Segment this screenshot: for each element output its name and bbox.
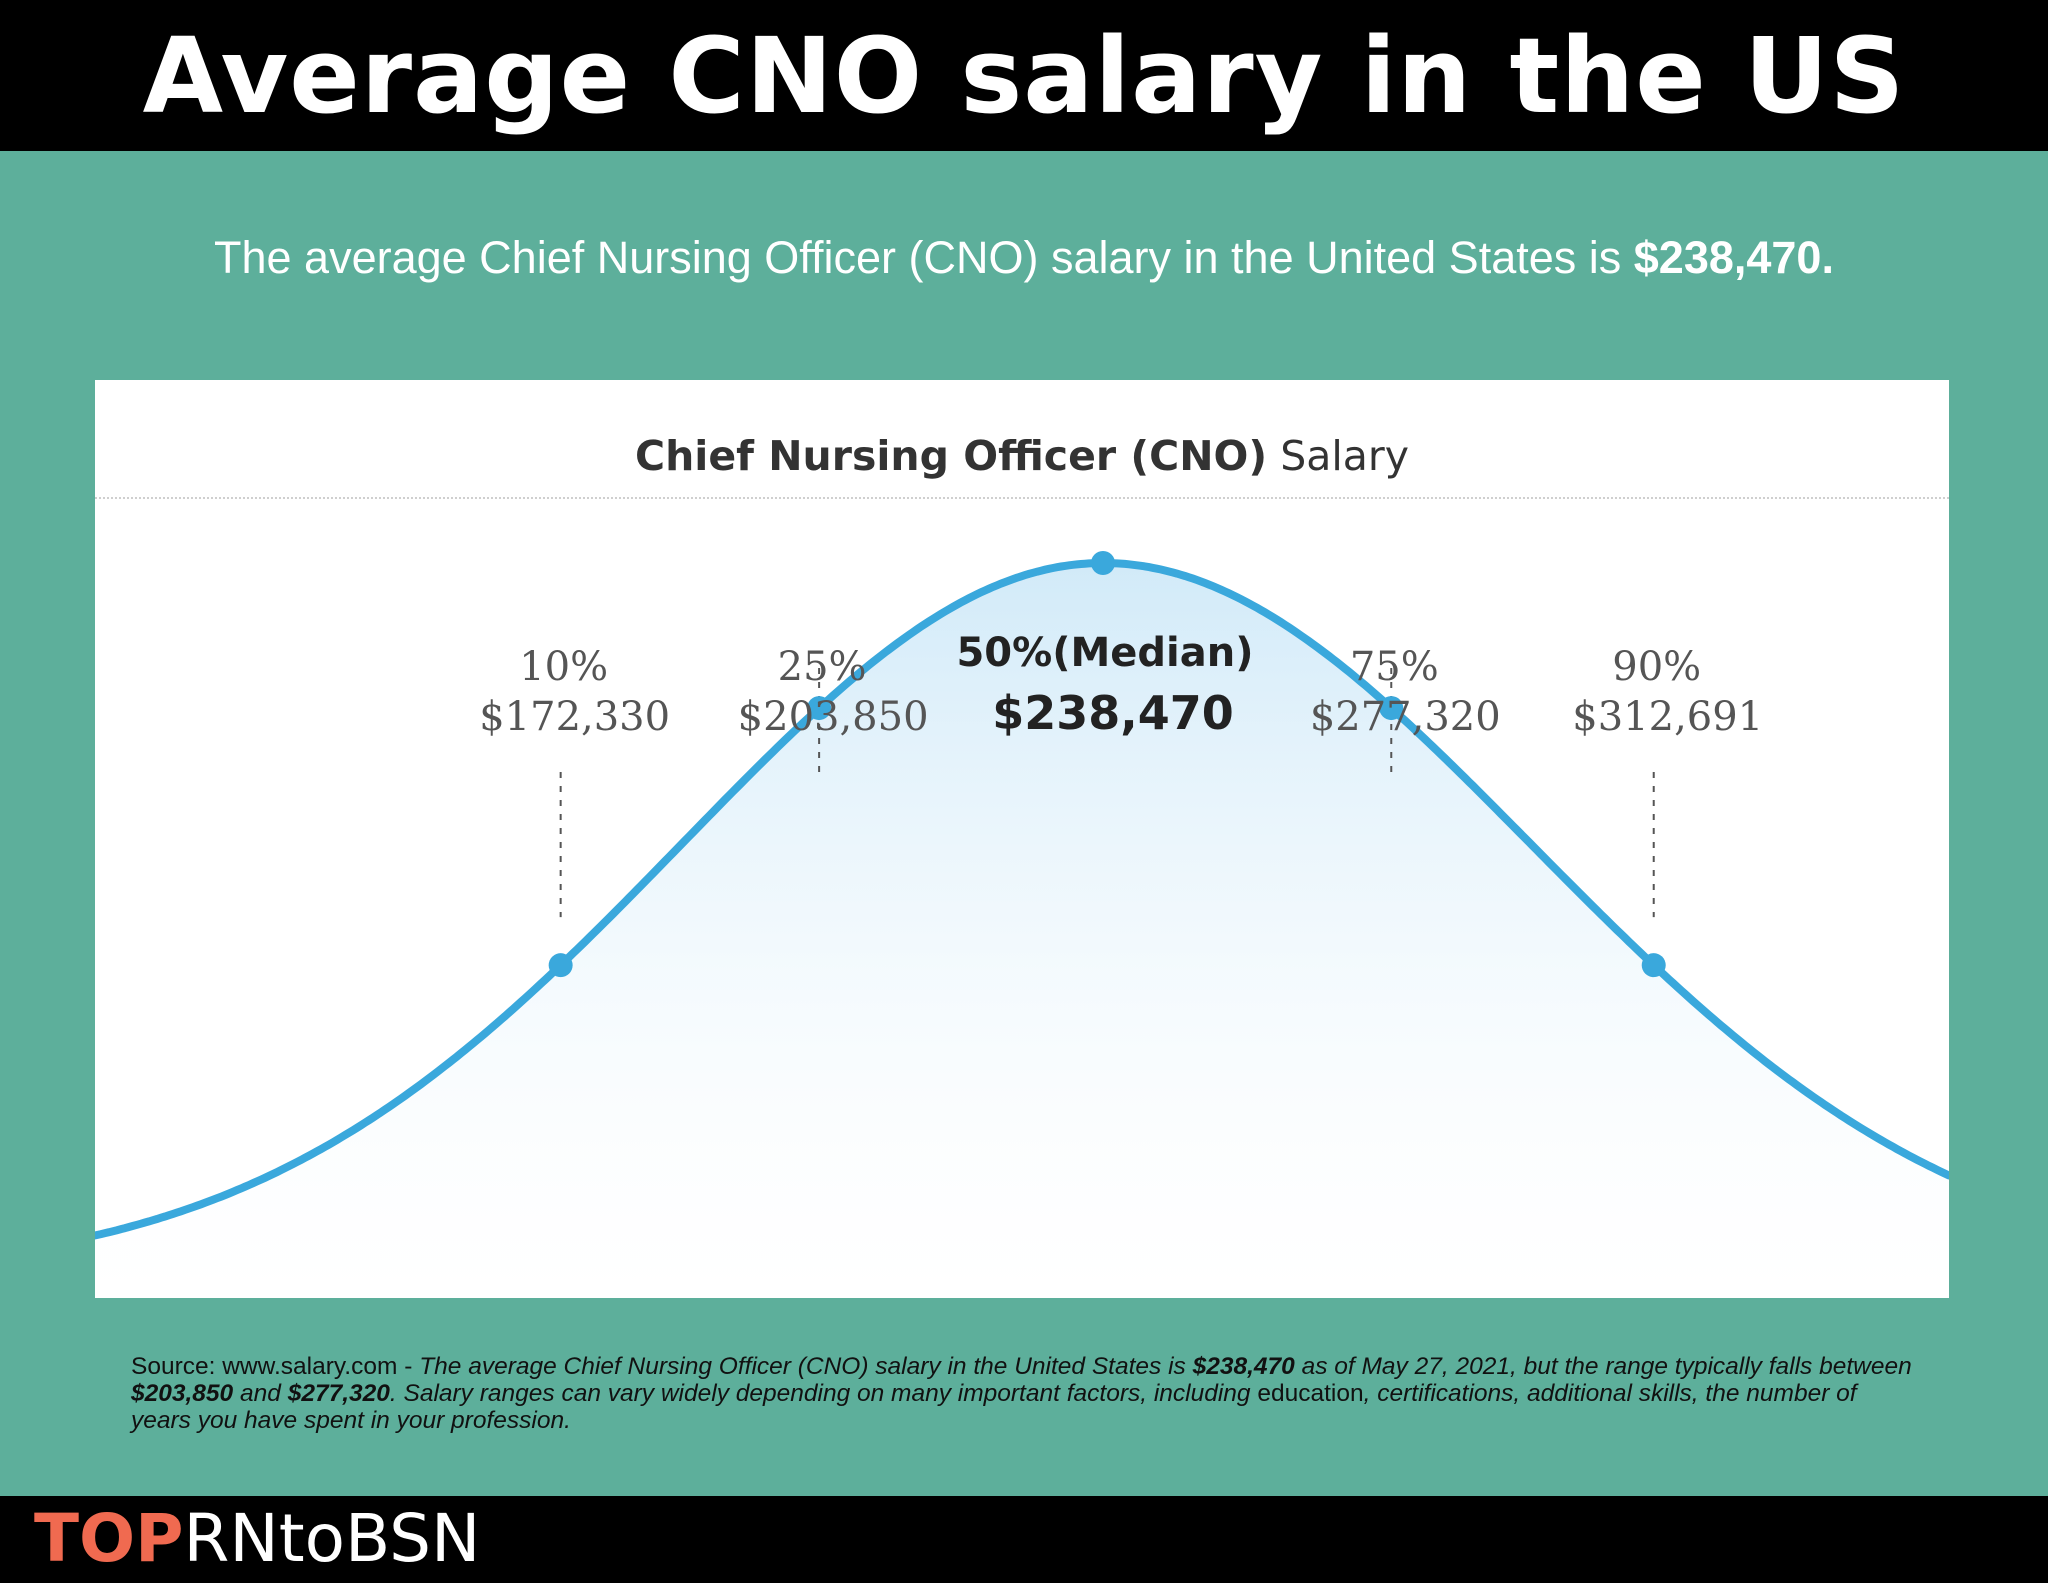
summary-amount: $238,470.	[1633, 232, 1834, 283]
salary-distribution-chart: 10%$172,330 25%$203,850 50%(Median) $238,47…	[95, 551, 1949, 1298]
page-title: Average CNO salary in the US	[142, 14, 1906, 137]
chart-title-rest: Salary	[1280, 432, 1409, 480]
chart-title-bold: Chief Nursing Officer (CNO)	[634, 432, 1268, 480]
source-prefix: Source: www.salary.com -	[131, 1353, 420, 1380]
percentile-value-90: $312,691	[1572, 694, 1763, 740]
logo-top: TOP	[34, 1500, 184, 1577]
percentile-point-10	[548, 953, 573, 978]
percentile-label-25: 25%	[778, 644, 867, 690]
source-italic-5: , certifications, additional skills,	[1363, 1380, 1706, 1407]
source-years: the number of years	[131, 1380, 1857, 1434]
percentile-label-75: 75%	[1350, 644, 1439, 690]
percentile-point-25	[807, 696, 832, 721]
source-italic-6: you have spent in your profession.	[190, 1407, 571, 1434]
percentile-point-90	[1641, 953, 1666, 978]
source-italic-2: as of May 27, 2021, but the range typica…	[1294, 1353, 1912, 1380]
salary-chart-card: Chief Nursing Officer (CNO) Salary 10% $1…	[95, 380, 1949, 1298]
source-low: $203,850	[131, 1380, 234, 1407]
source-italic-1: The average Chief Nursing Officer (CNO) …	[419, 1353, 1193, 1380]
header-banner: Average CNO salary in the US	[0, 0, 2048, 151]
curve-area-fill	[95, 563, 1949, 1298]
percentile-value-10: $172,330	[479, 694, 670, 740]
summary-text: The average Chief Nursing Officer (CNO) …	[0, 232, 2048, 284]
source-note: Source: www.salary.com - The average Chi…	[131, 1353, 1921, 1434]
percentile-point-75	[1379, 696, 1404, 721]
percentile-value-75: $277,320	[1310, 694, 1501, 740]
source-italic-3: and	[233, 1380, 288, 1407]
logo-rest: RNtoBSN	[183, 1500, 481, 1577]
source-average: $238,470	[1192, 1353, 1295, 1380]
percentile-label-10: 10%	[519, 644, 608, 690]
brand-logo: TOPRNtoBSN	[34, 1504, 480, 1574]
chart-title-divider	[95, 497, 1949, 499]
percentile-point-50	[1091, 551, 1115, 575]
percentile-value-25: $203,850	[738, 694, 929, 740]
source-italic-4: . Salary ranges can vary widely dependin…	[389, 1380, 1258, 1407]
percentile-label-50: 50%(Median)	[956, 630, 1253, 676]
summary-sentence: The average Chief Nursing Officer (CNO) …	[214, 232, 1634, 283]
percentile-value-50: $238,470	[992, 686, 1234, 740]
footer-bar: TOPRNtoBSN	[0, 1496, 2048, 1583]
percentile-label-90: 90%	[1612, 644, 1701, 690]
distribution-curve	[95, 559, 1949, 1240]
source-high: $277,320	[287, 1380, 390, 1407]
chart-title: Chief Nursing Officer (CNO) Salary	[95, 432, 1949, 480]
source-education: education	[1257, 1380, 1364, 1407]
